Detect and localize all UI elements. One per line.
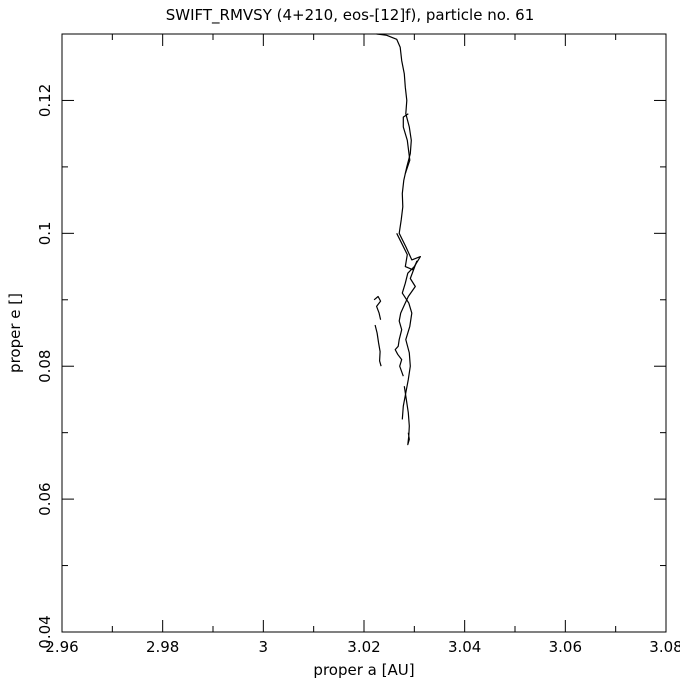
x-tick-label: 3.06 [549,638,582,656]
x-tick-label: 2.96 [45,638,78,656]
trajectory-segment [373,295,382,320]
trajectory-segment [376,33,421,420]
x-axis-label: proper a [AU] [313,661,414,679]
x-tick-label: 3.02 [347,638,380,656]
trajectory-segment [403,386,410,446]
y-tick-label: 0.1 [36,221,54,245]
x-tick-label: 3 [259,638,269,656]
axis-tick-labels: 2.96 2.98 3 3.02 3.04 3.06 3.08 0.04 0.06 0.08 0.1… [36,84,680,656]
x-tick-label: 3.08 [649,638,680,656]
plot-frame [61,33,667,633]
y-tick-label: 0.12 [36,84,54,117]
chart-title: SWIFT_RMVSY (4+210, eos-[12]f), particle… [166,6,535,25]
trajectory-segment [402,113,411,174]
x-tick-label: 3.04 [448,638,481,656]
y-tick-label: 0.08 [36,350,54,383]
x-tick-label: 2.98 [146,638,179,656]
data-series [373,33,421,446]
y-tick-label: 0.06 [36,482,54,515]
trajectory-segment [374,324,382,367]
y-tick-label: 0.04 [36,615,54,648]
trajectory-segment [394,233,418,377]
y-axis-label: proper e [] [6,293,24,373]
axis-ticks [61,34,667,633]
